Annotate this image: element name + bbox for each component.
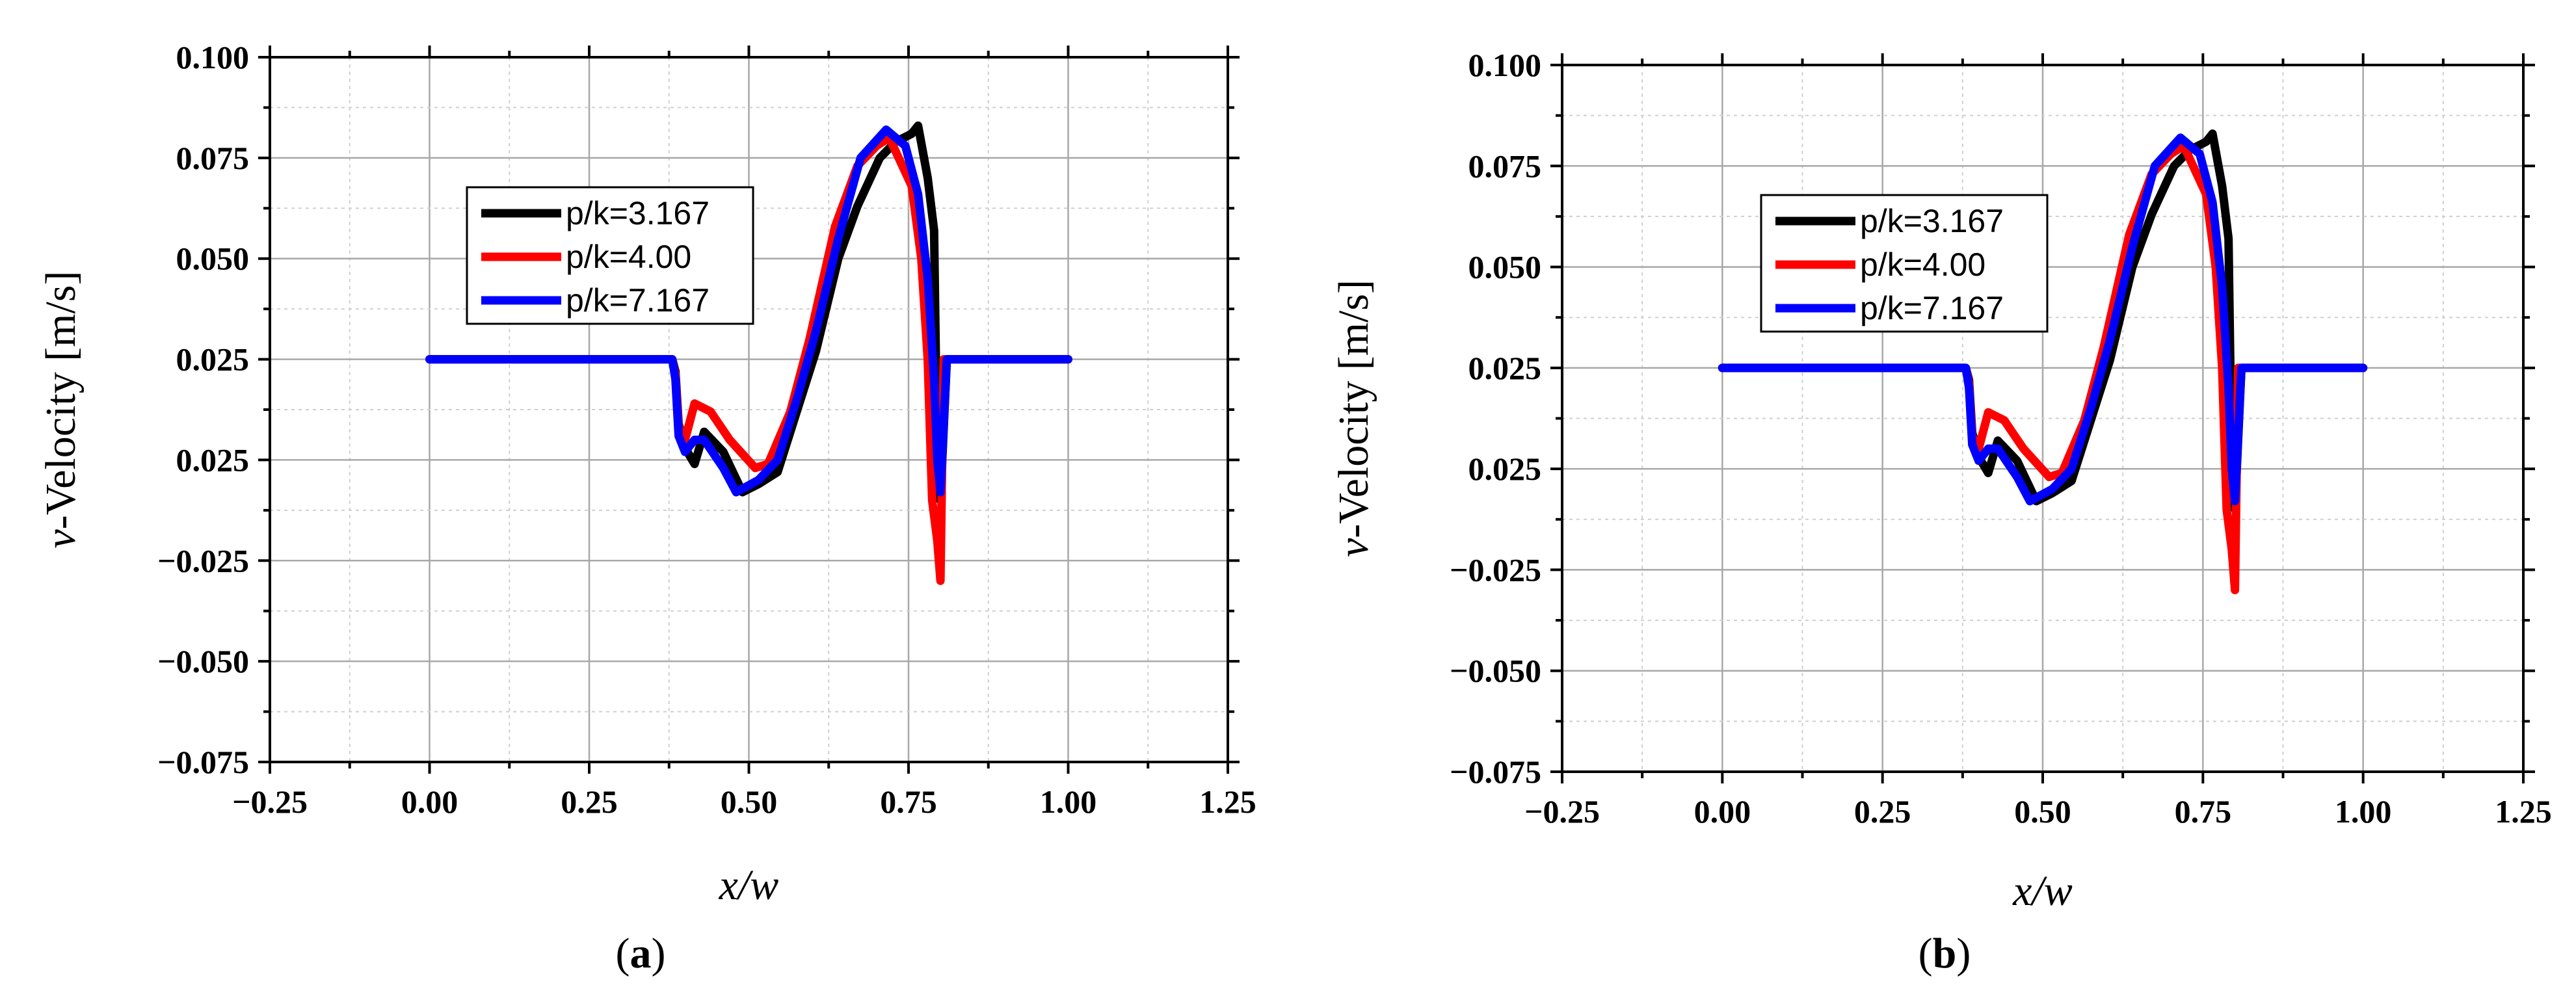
x-tick-label: 1.00 [1040,783,1097,820]
y-tick-label: 0.075 [176,140,250,176]
series-group [1718,129,2368,594]
y-tick-label: 0.050 [1468,249,1542,285]
y-tick-label: −0.075 [1450,754,1541,790]
series-line-3 [1718,133,2368,506]
x-tick-label: 0.50 [2014,793,2071,830]
legend-label: p/k=7.167 [566,282,710,319]
y-axis-label-symbol: v [37,529,85,549]
y-tick-label: −0.025 [157,542,249,579]
grid [1562,65,2523,772]
x-tick-label: 0.75 [880,783,937,820]
y-axis-label-text: -Velocity [m/s] [37,270,85,529]
x-axis-label: x/w [719,861,779,909]
y-tick-label: 0.075 [1468,148,1542,184]
y-tick-label: 0.100 [1468,47,1542,83]
panel-label: (a) [616,930,666,977]
panel-label: (b) [1919,930,1971,977]
grid [270,57,1228,762]
legend-label: p/k=4.00 [566,239,691,275]
x-tick-label: −0.25 [232,783,308,820]
x-tick-label: 1.25 [1199,783,1256,820]
y-tick-label: −0.025 [1450,551,1541,588]
y-axis-label: v-Velocity [m/s] [1330,280,1377,557]
x-tick-label: −0.25 [1524,793,1600,830]
y-tick-label: −0.075 [157,744,249,780]
panel-label-letter: b [1933,930,1957,977]
y-tick-label: −0.050 [157,643,249,679]
series-line-3 [425,125,1072,497]
chart-panel-a: −0.25 0.00 0.25 0.50 0.75 1.00 1.25 −0.075 −0.05… [37,39,1256,977]
x-tick-label: 0.75 [2175,793,2232,830]
y-axis-label-text: -Velocity [m/s] [1330,280,1377,538]
y-tick-label: 0.025 [1468,350,1542,386]
legend-label: p/k=4.00 [1860,246,1985,283]
panel-label-close: ) [652,930,666,977]
tick-marks [258,46,1240,774]
y-tick-label: 0.050 [176,241,250,277]
legend-label: p/k=3.167 [1860,203,2004,239]
x-tick-label: 0.25 [1854,793,1911,830]
y-tick-label: −0.050 [1450,653,1541,689]
x-tick-label: 0.00 [1694,793,1751,830]
y-tick-label: 0.025 [176,441,250,478]
legend-label: p/k=7.167 [1860,290,2004,326]
y-tick-label: 0.025 [176,341,250,378]
x-tick-label: 0.50 [721,783,778,820]
panel-label-open: ( [616,930,630,977]
series-group [425,121,1072,585]
panel-label-close: ) [1956,930,1971,977]
x-tick-label: 0.25 [561,783,618,820]
x-tick-label: 0.00 [401,783,458,820]
y-axis-label: v-Velocity [m/s] [37,270,85,548]
legend-label: p/k=3.167 [566,195,710,231]
tick-marks [1550,53,2535,783]
x-tick-label: 1.00 [2335,793,2392,830]
y-tick-label: 0.025 [1468,451,1542,487]
chart-panel-b: −0.25 0.00 0.25 0.50 0.75 1.00 1.25 −0.075 −0.05… [1330,47,2552,977]
series-line-2 [1718,141,2368,594]
legend: p/k=3.167 p/k=4.00 p/k=7.167 [1760,194,2049,333]
x-axis-label: x/w [2012,867,2073,915]
panel-label-letter: a [630,930,652,977]
panel-label-open: ( [1919,930,1933,977]
y-axis-label-symbol: v [1330,538,1377,557]
series-line-2 [425,133,1072,585]
x-tick-label: 1.25 [2495,793,2552,830]
legend: p/k=3.167 p/k=4.00 p/k=7.167 [466,186,754,325]
y-tick-label: 0.100 [176,39,250,75]
